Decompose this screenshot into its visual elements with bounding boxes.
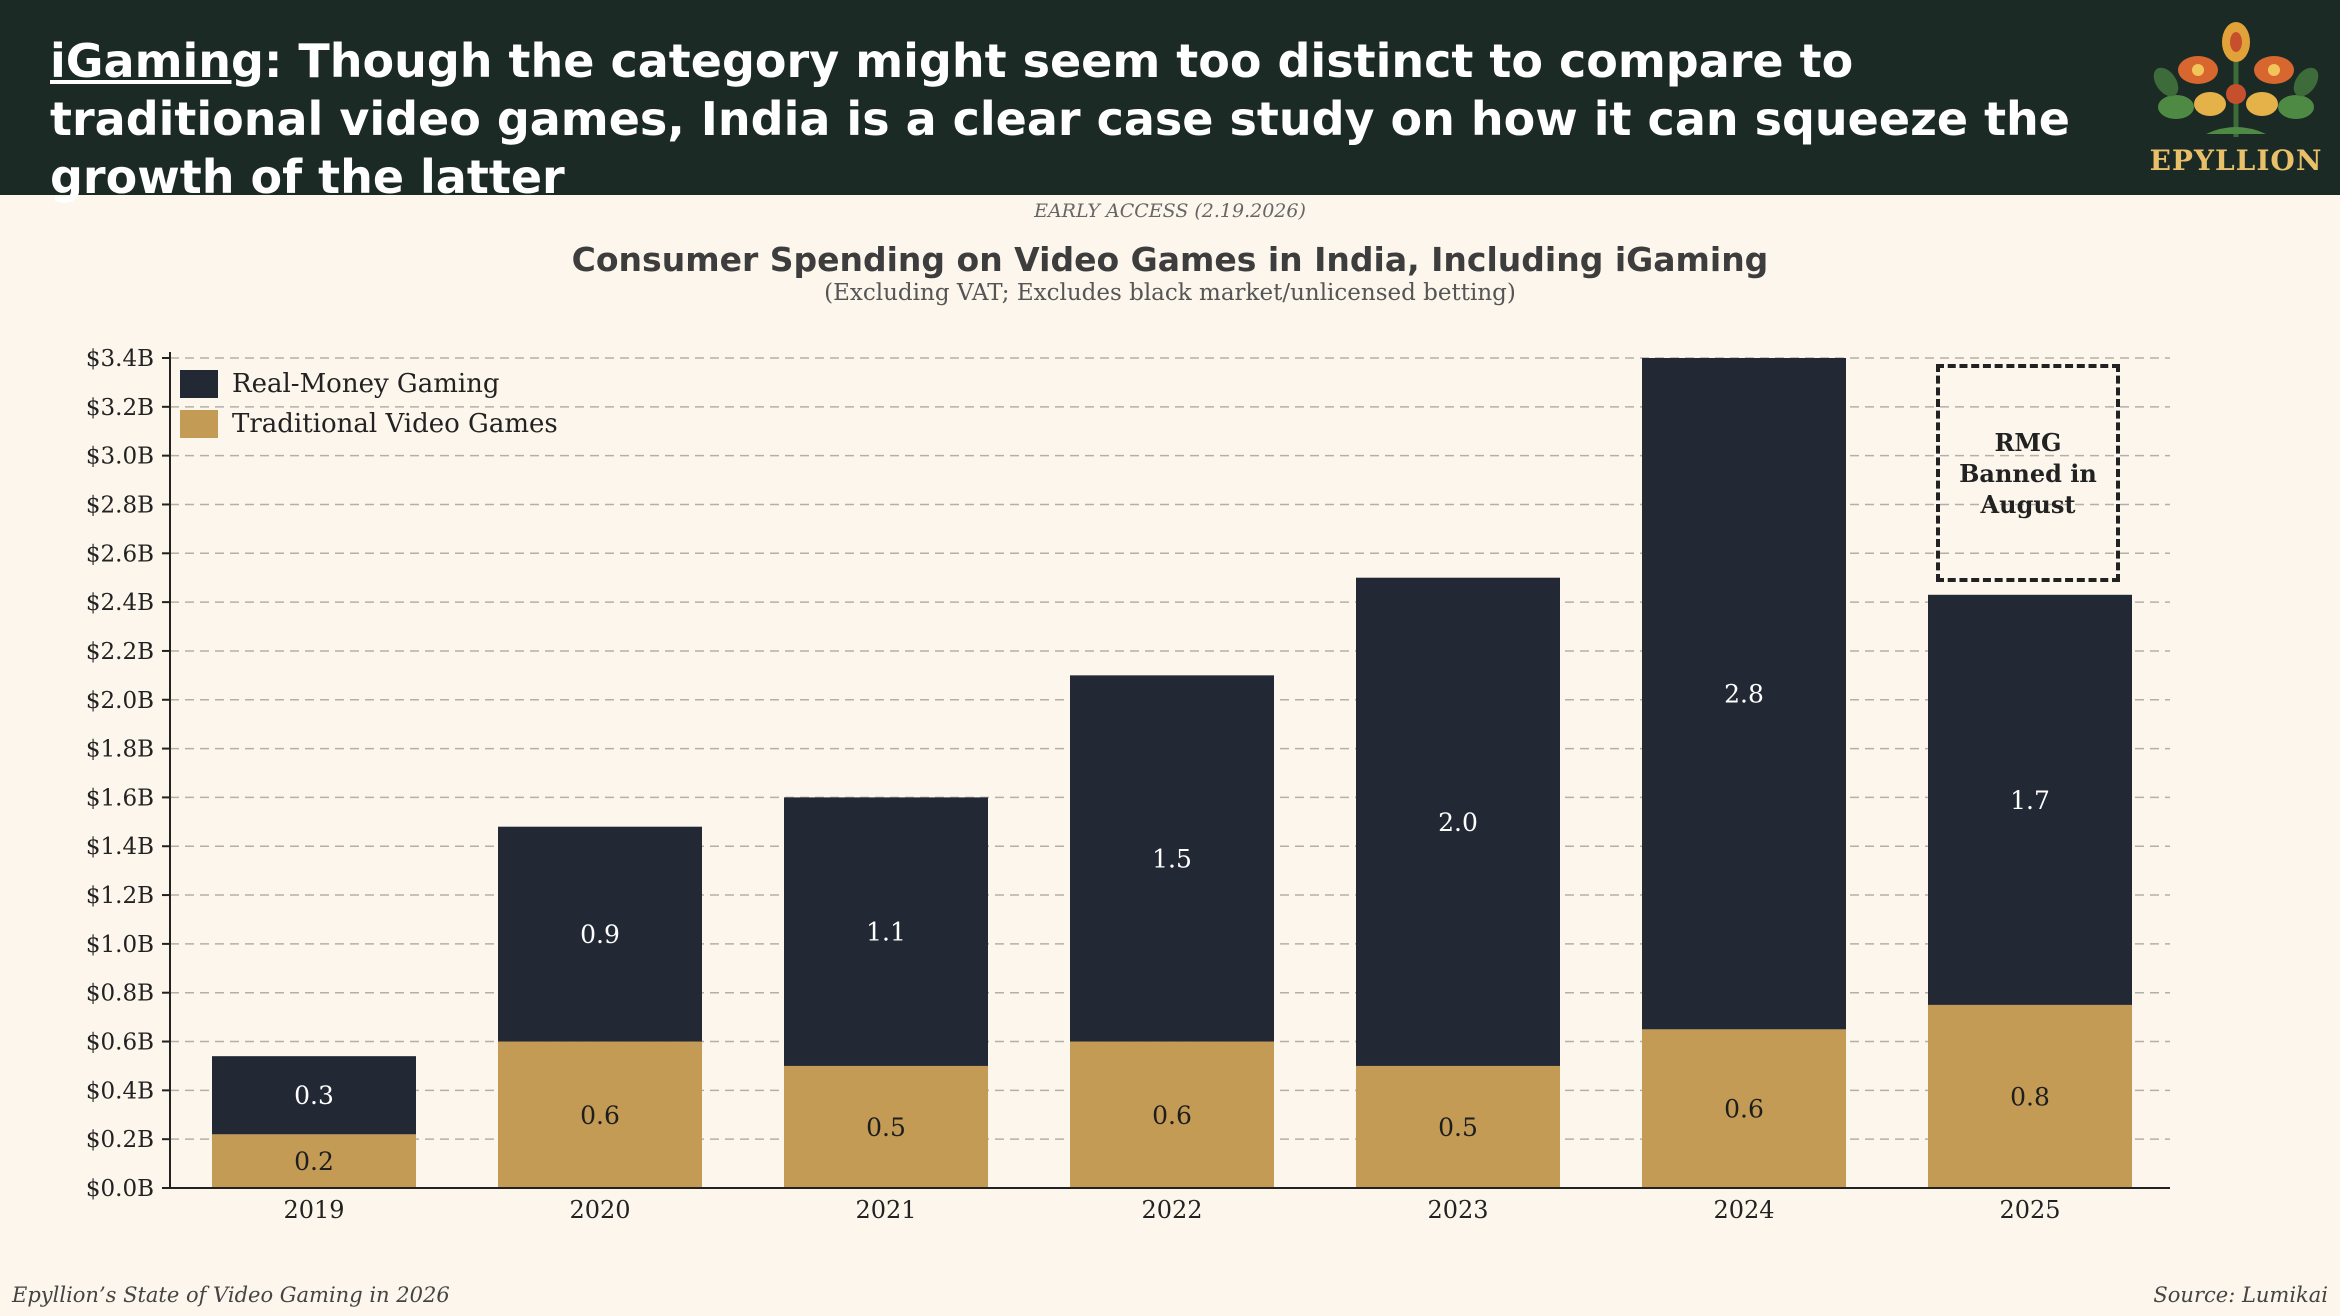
- data-label-rmg: 1.7: [2010, 786, 2050, 815]
- y-tick-label: $3.4B: [86, 346, 154, 372]
- bar-traditional: [1356, 1065, 1560, 1188]
- bar-rmg: [784, 797, 988, 1066]
- x-tick-label: 2020: [569, 1196, 630, 1224]
- bar-rmg: [1642, 358, 1846, 1030]
- legend-label-rmg: Real-Money Gaming: [232, 369, 500, 399]
- headline: iGaming: Though the category might seem …: [50, 32, 2070, 206]
- headline-keyword: iGaming: [50, 34, 264, 88]
- chart-subtitle: (Excluding VAT; Excludes black market/un…: [824, 280, 1516, 306]
- y-tick-label: $0.8B: [86, 981, 154, 1007]
- data-label-rmg: 2.8: [1724, 680, 1764, 709]
- data-label-rmg: 0.9: [580, 920, 620, 949]
- x-tick-label: 2025: [1999, 1196, 2060, 1224]
- legend: Real-Money Gaming Traditional Video Game…: [180, 364, 558, 444]
- rmg-ban-annotation-text: RMG Banned in August: [1959, 427, 2097, 519]
- bar-rmg: [1928, 594, 2132, 1005]
- bar-traditional: [784, 1065, 988, 1188]
- bar-rmg: [1070, 675, 1274, 1042]
- data-label-traditional: 0.5: [866, 1113, 906, 1142]
- data-label-rmg: 0.3: [294, 1081, 334, 1110]
- headline-text: : Though the category might seem too dis…: [50, 34, 2071, 204]
- bar-traditional: [1070, 1041, 1274, 1188]
- early-access-label: EARLY ACCESS (2.19.2026): [1034, 200, 1306, 222]
- header-banner: iGaming: Though the category might seem …: [0, 0, 2340, 204]
- y-tick-label: $2.6B: [86, 541, 154, 567]
- bar-traditional: [1642, 1029, 1846, 1188]
- rmg-ban-annotation: RMG Banned in August: [1936, 364, 2120, 582]
- data-label-rmg: 1.5: [1152, 844, 1192, 873]
- bar-traditional: [1928, 1004, 2132, 1188]
- data-label-traditional: 0.2: [294, 1147, 334, 1176]
- bar-traditional: [212, 1134, 416, 1188]
- x-axis: 2019 2020 2021 2022 2023 2024 2025: [170, 1187, 2170, 1224]
- bar-rmg: [498, 826, 702, 1042]
- y-tick-label: $1.8B: [86, 737, 154, 763]
- y-tick-label: $1.4B: [86, 834, 154, 860]
- bar-rmg: [212, 1056, 416, 1135]
- legend-swatch-traditional: [180, 410, 218, 438]
- data-label-traditional: 0.6: [1152, 1101, 1192, 1130]
- y-tick-label: $0.2B: [86, 1127, 154, 1153]
- bar-rmg: [1356, 577, 1560, 1066]
- data-label-traditional: 0.6: [580, 1101, 620, 1130]
- data-label-rmg: 1.1: [866, 918, 906, 947]
- x-tick-label: 2023: [1427, 1196, 1488, 1224]
- data-label-traditional: 0.8: [2010, 1082, 2050, 1111]
- footer-publication: Epyllion’s State of Video Gaming in 2026: [12, 1283, 450, 1307]
- x-tick-label: 2021: [855, 1196, 916, 1224]
- chart-title: Consumer Spending on Video Games in Indi…: [571, 240, 1769, 279]
- legend-item-traditional: Traditional Video Games: [180, 404, 558, 444]
- brand-name: EPYLLION: [2149, 144, 2323, 177]
- floral-tree-logo-icon: [2153, 22, 2319, 137]
- bar-traditional: [498, 1041, 702, 1188]
- data-label-rmg: 2.0: [1438, 808, 1478, 837]
- y-tick-label: $1.6B: [86, 785, 154, 811]
- data-label-traditional: 0.5: [1438, 1113, 1478, 1142]
- legend-swatch-rmg: [180, 370, 218, 398]
- y-tick-label: $0.4B: [86, 1078, 154, 1104]
- data-label-traditional: 0.6: [1724, 1095, 1764, 1124]
- y-tick-label: $0.6B: [86, 1030, 154, 1056]
- bars: 0.2 0.3 0.6 0.9 0.5 1.1 0.6 1.5 0.5 2.0 0.6 2.8 0.8 1…: [212, 358, 2132, 1188]
- footer-source: Source: Lumikai: [2153, 1283, 2328, 1307]
- y-axis: $0.0B $0.2B $0.4B $0.6B $0.8B $1.0B $1.2B $1.4B…: [86, 346, 171, 1202]
- y-tick-label: $2.8B: [86, 492, 154, 518]
- y-tick-label: $2.0B: [86, 688, 154, 714]
- legend-label-traditional: Traditional Video Games: [232, 409, 558, 439]
- y-tick-label: $2.4B: [86, 590, 154, 616]
- x-tick-label: 2024: [1713, 1196, 1774, 1224]
- y-tick-label: $1.0B: [86, 932, 154, 958]
- x-tick-label: 2022: [1141, 1196, 1202, 1224]
- y-tick-label: $0.0B: [86, 1176, 154, 1202]
- y-tick-label: $2.2B: [86, 639, 154, 665]
- x-tick-label: 2019: [283, 1196, 344, 1224]
- y-tick-label: $3.2B: [86, 395, 154, 421]
- y-tick-label: $1.2B: [86, 883, 154, 909]
- y-tick-label: $3.0B: [86, 444, 154, 470]
- legend-item-rmg: Real-Money Gaming: [180, 364, 558, 404]
